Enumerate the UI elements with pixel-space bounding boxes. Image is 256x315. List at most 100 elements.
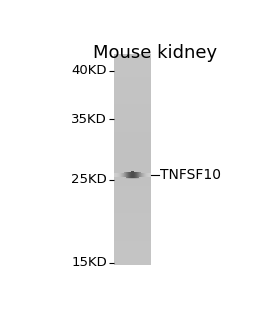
Bar: [114, 256, 151, 257]
Bar: [114, 241, 151, 242]
Bar: [114, 130, 151, 131]
Bar: [114, 66, 151, 67]
Bar: [114, 251, 151, 252]
Bar: [114, 191, 151, 192]
Bar: [114, 54, 151, 55]
Bar: [114, 250, 151, 251]
Bar: [114, 234, 151, 235]
Bar: [114, 199, 151, 200]
Bar: [114, 246, 151, 247]
Bar: [114, 86, 151, 87]
Bar: [114, 93, 151, 94]
Bar: [114, 232, 151, 233]
Bar: [114, 171, 151, 172]
Bar: [114, 119, 151, 120]
Bar: [114, 257, 151, 258]
Bar: [114, 83, 151, 84]
Bar: [114, 139, 151, 140]
Bar: [114, 164, 151, 165]
Bar: [114, 96, 151, 97]
Bar: [114, 95, 151, 96]
Bar: [114, 243, 151, 244]
Bar: [114, 121, 151, 122]
Bar: [114, 175, 151, 176]
Bar: [114, 245, 151, 246]
Bar: [114, 247, 151, 248]
Bar: [114, 178, 151, 179]
Bar: [114, 237, 151, 238]
Bar: [114, 264, 151, 265]
Bar: [114, 113, 151, 114]
Bar: [114, 152, 151, 153]
Bar: [114, 147, 151, 148]
Bar: [114, 145, 151, 146]
Bar: [114, 212, 151, 213]
Bar: [114, 120, 151, 121]
Bar: [114, 161, 151, 162]
Bar: [114, 137, 151, 138]
Bar: [114, 155, 151, 156]
Bar: [114, 116, 151, 117]
Bar: [114, 203, 151, 204]
Bar: [114, 236, 151, 237]
Bar: [114, 258, 151, 259]
Bar: [114, 72, 151, 73]
Bar: [114, 248, 151, 249]
Bar: [114, 238, 151, 239]
Bar: [114, 100, 151, 101]
Bar: [114, 85, 151, 86]
Bar: [114, 254, 151, 255]
Bar: [114, 71, 151, 72]
Bar: [114, 88, 151, 89]
Bar: [114, 126, 151, 127]
Bar: [114, 252, 151, 253]
Bar: [114, 183, 151, 184]
Bar: [114, 216, 151, 217]
Bar: [114, 141, 151, 142]
Bar: [114, 58, 151, 59]
Bar: [114, 213, 151, 214]
Bar: [114, 144, 151, 145]
Bar: [114, 132, 151, 133]
Bar: [114, 61, 151, 62]
Bar: [114, 230, 151, 231]
Bar: [114, 220, 151, 221]
Bar: [114, 82, 151, 83]
Bar: [114, 188, 151, 189]
Bar: [114, 211, 151, 212]
Bar: [114, 75, 151, 76]
Bar: [114, 59, 151, 60]
Bar: [114, 102, 151, 103]
Bar: [114, 194, 151, 195]
Bar: [114, 92, 151, 93]
Bar: [114, 225, 151, 226]
Bar: [114, 170, 151, 171]
Bar: [114, 228, 151, 229]
Text: 40KD: 40KD: [71, 64, 107, 77]
Bar: [114, 223, 151, 224]
Text: 35KD: 35KD: [71, 112, 107, 126]
Bar: [114, 143, 151, 144]
Bar: [114, 192, 151, 193]
Bar: [114, 187, 151, 188]
Bar: [114, 94, 151, 95]
Bar: [114, 227, 151, 228]
Bar: [114, 89, 151, 90]
Bar: [114, 142, 151, 143]
Bar: [114, 77, 151, 78]
Bar: [114, 65, 151, 66]
Bar: [114, 217, 151, 218]
Bar: [114, 115, 151, 116]
Bar: [114, 263, 151, 264]
Bar: [114, 153, 151, 154]
Bar: [114, 160, 151, 161]
Bar: [114, 99, 151, 100]
Bar: [114, 64, 151, 65]
Text: 15KD: 15KD: [71, 256, 107, 269]
Bar: [114, 168, 151, 169]
Bar: [114, 202, 151, 203]
Bar: [114, 117, 151, 118]
Bar: [114, 133, 151, 134]
Bar: [114, 136, 151, 137]
Bar: [114, 74, 151, 75]
